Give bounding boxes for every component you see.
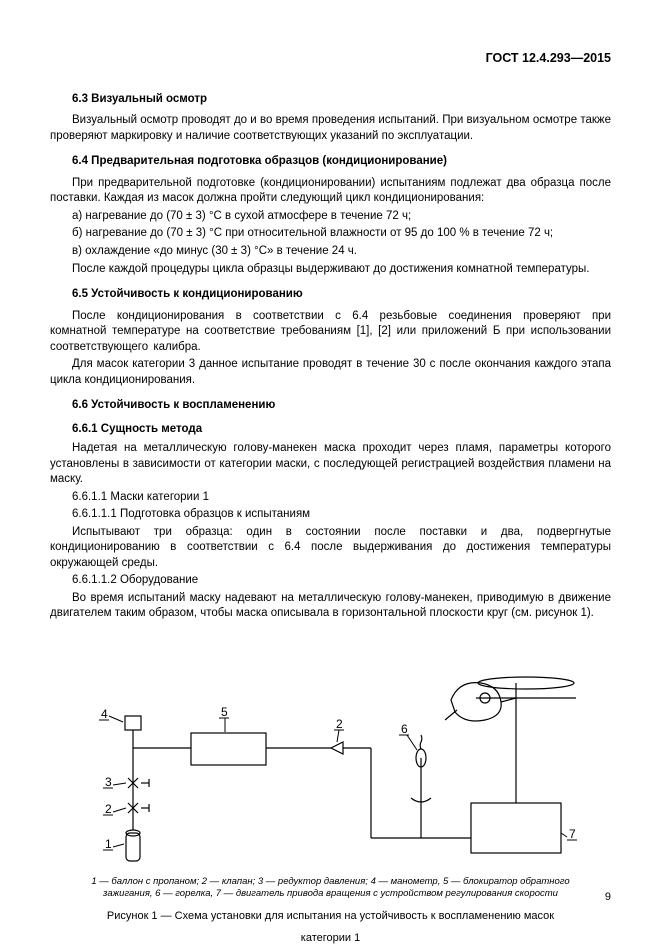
figure-1-legend: 1 — баллон с пропаном; 2 — клапан; 3 — р… <box>80 876 581 901</box>
section-6-3-p1: Визуальный осмотр проводят до и во время… <box>50 113 611 144</box>
section-6-4-a: а) нагревание до (70 ± 3) °С в сухой атм… <box>50 209 611 225</box>
section-6-4-b: б) нагревание до (70 ± 3) °С при относит… <box>50 226 611 242</box>
section-6-6-p2: Испытывают три образца: один в состоянии… <box>50 525 611 572</box>
figure-1: 4 5 2 6 3 2 <box>50 638 611 868</box>
fig-label-2: 2 <box>105 802 112 816</box>
fig-label-3: 3 <box>105 775 112 789</box>
figure-1-caption-1: Рисунок 1 — Схема установки для испытани… <box>50 909 611 924</box>
figure-1-caption-2: категории 1 <box>50 931 611 946</box>
section-6-5-title: 6.5 Устойчивость к кондиционированию <box>72 287 611 303</box>
section-6-4-title: 6.4 Предварительная подготовка образцов … <box>72 154 611 170</box>
section-6-6-p1: Надетая на металлическую голову-манекен … <box>50 441 611 488</box>
section-6-6-1-1-2: 6.6.1.1.2 Оборудование <box>50 573 611 589</box>
section-6-6-title: 6.6 Устойчивость к воспламенению <box>72 398 611 414</box>
section-6-3-title: 6.3 Визуальный осмотр <box>72 92 611 108</box>
section-6-6-1-title: 6.6.1 Сущность метода <box>72 422 611 438</box>
section-6-6-p3: Во время испытаний маску надевают на мет… <box>50 591 611 622</box>
fig-label-6: 6 <box>401 722 408 736</box>
fig-label-7: 7 <box>569 827 576 841</box>
page-number: 9 <box>605 890 611 905</box>
section-6-6-1-1: 6.6.1.1 Маски категории 1 <box>50 490 611 506</box>
section-6-4-p1: При предварительной подготовке (кондицио… <box>50 176 611 207</box>
fig-label-5: 5 <box>221 705 228 719</box>
section-6-5-p1: После кондиционирования в соответствии с… <box>50 309 611 356</box>
doc-id: ГОСТ 12.4.293—2015 <box>50 50 611 67</box>
section-6-4-c: в) охлаждение «до минус (30 ± 3) °С» в т… <box>50 244 611 260</box>
section-6-6-1-1-1: 6.6.1.1.1 Подготовка образцов к испытани… <box>50 507 611 523</box>
fig-label-2r: 2 <box>336 717 343 731</box>
figure-1-svg: 4 5 2 6 3 2 <box>71 638 591 868</box>
section-6-5-p2: Для масок категории 3 данное испытание п… <box>50 357 611 388</box>
fig-label-4: 4 <box>101 707 108 721</box>
section-6-4-p2: После каждой процедуры цикла образцы выд… <box>50 262 611 278</box>
fig-label-1: 1 <box>105 837 112 851</box>
